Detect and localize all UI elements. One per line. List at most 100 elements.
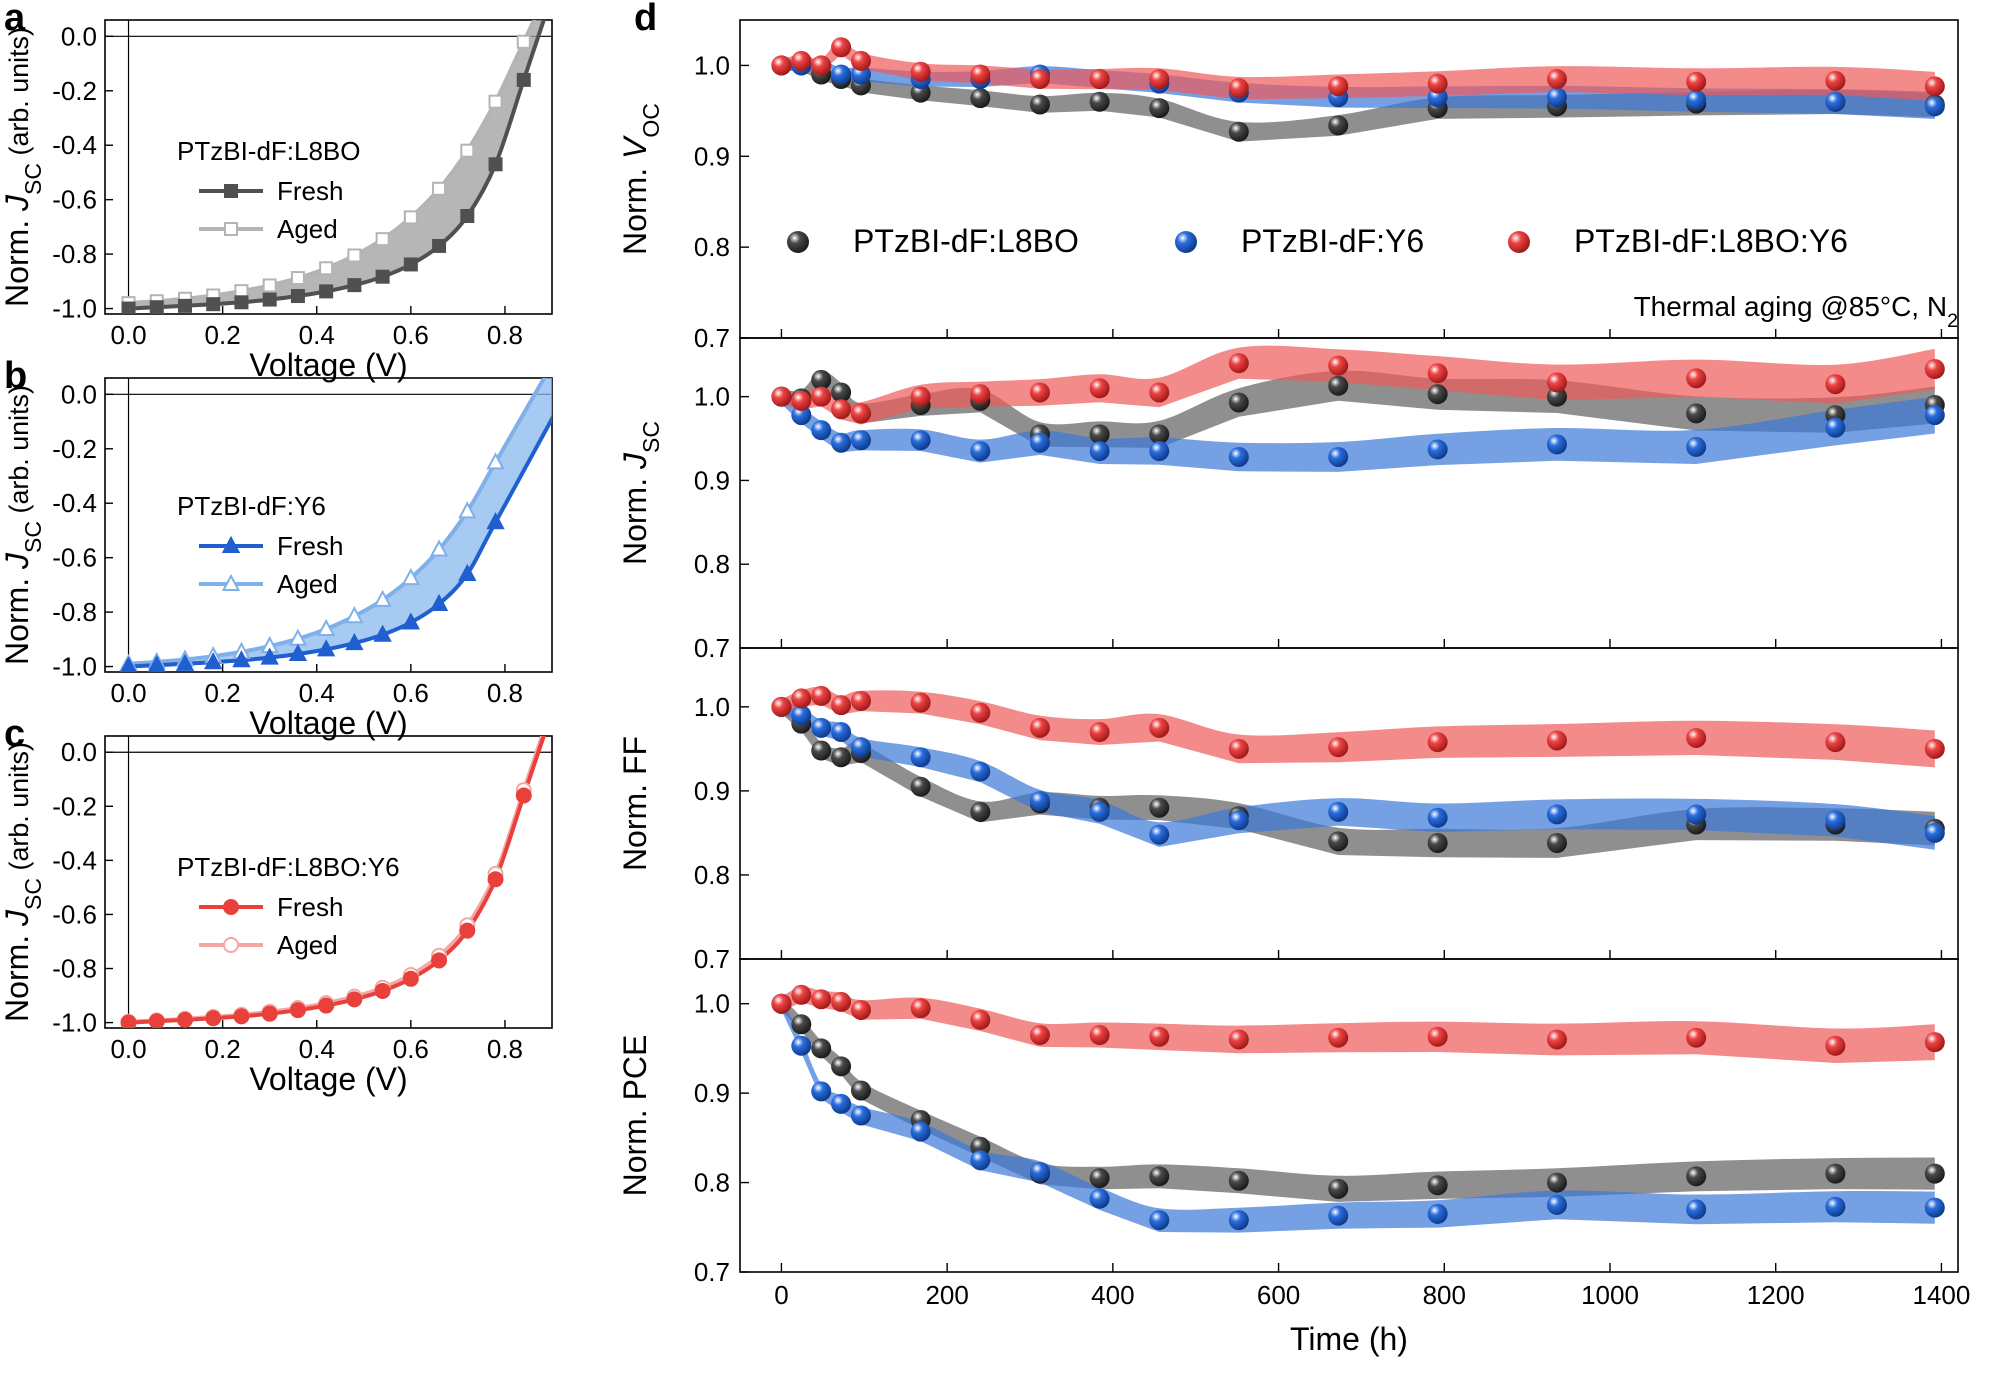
y-tick-label: 0.8: [694, 232, 730, 262]
data-point-2: [1546, 730, 1567, 751]
fresh-point: [262, 292, 277, 307]
data-point-2: [1686, 71, 1707, 92]
data-point-1: [831, 1093, 852, 1114]
data-point-2: [1546, 69, 1567, 90]
data-point-1: [1228, 810, 1249, 831]
y-tick-label: -0.8: [52, 954, 97, 984]
panel-letter: a: [4, 0, 26, 39]
y-tick-label: 0.7: [694, 1257, 730, 1287]
x-tick-label: 0.8: [487, 320, 523, 350]
x-tick-label: 0.2: [205, 1034, 241, 1064]
data-point-0: [1228, 121, 1249, 142]
data-point-2: [1149, 382, 1170, 403]
data-point-2: [811, 55, 832, 76]
aged-point: [345, 606, 364, 624]
fresh-point: [345, 633, 364, 651]
data-point-1: [1149, 441, 1170, 462]
y-tick-label: -1.0: [52, 652, 97, 682]
x-tick-label: 0.8: [487, 678, 523, 708]
data-point-0: [1328, 115, 1349, 136]
y-tick-label: -0.2: [52, 791, 97, 821]
plot-area: [121, 20, 546, 314]
data-point-1: [970, 1150, 991, 1171]
data-point-1: [1825, 91, 1846, 112]
data-point-0: [1328, 375, 1349, 396]
legend-label: PTzBI-dF:L8BO:Y6: [1574, 223, 1848, 259]
data-point-1: [1089, 801, 1110, 822]
data-point-0: [1228, 1170, 1249, 1191]
data-point-1: [1825, 417, 1846, 438]
aged-point: [458, 501, 477, 519]
data-point-1: [970, 441, 991, 462]
data-point-2: [1328, 1027, 1349, 1048]
fresh-point: [148, 1013, 165, 1028]
fresh-point: [232, 650, 251, 668]
legend-marker: [787, 231, 809, 253]
data-point-2: [1427, 1026, 1448, 1047]
data-point-2: [850, 403, 871, 424]
data-point-2: [831, 695, 852, 716]
data-point-2: [910, 998, 931, 1019]
data-point-0: [1427, 833, 1448, 854]
legend-label: Fresh: [277, 531, 343, 561]
data-point-0: [1546, 833, 1567, 854]
data-point-0: [811, 740, 832, 761]
data-point-2: [1029, 717, 1050, 738]
data-point-2: [1228, 353, 1249, 374]
data-point-2: [1686, 727, 1707, 748]
data-point-2: [1825, 374, 1846, 395]
data-point-2: [811, 989, 832, 1010]
y-tick-label: 0.7: [694, 944, 730, 974]
data-point-1: [811, 420, 832, 441]
aged-point: [375, 232, 390, 247]
iv-chart-a: 0.0 0.2 0.4 0.6 0.8 0.0 -0.2 -0.4 -0.6 -0.8 -1.0 PT…: [0, 0, 553, 383]
data-point-1: [1029, 790, 1050, 811]
y-tick-label: 0.0: [61, 21, 97, 51]
data-point-0: [831, 747, 852, 768]
y-axis-title-italic: J: [0, 909, 35, 927]
data-point-2: [1825, 732, 1846, 753]
fresh-point: [176, 1011, 193, 1028]
iv-panels: 0.0 0.2 0.4 0.6 0.8 0.0 -0.2 -0.4 -0.6 -0.8 -1.0 PT…: [0, 0, 553, 1097]
aged-point: [401, 567, 421, 586]
legend-label: Aged: [277, 930, 338, 960]
data-point-2: [1228, 78, 1249, 99]
x-tick-label: 1200: [1747, 1280, 1805, 1310]
data-point-2: [1328, 355, 1349, 376]
x-tick-label: 200: [925, 1280, 968, 1310]
data-point-2: [791, 984, 812, 1005]
data-point-1: [791, 705, 812, 726]
data-point-0: [1149, 797, 1170, 818]
y-tick-label: 0.0: [61, 737, 97, 767]
x-tick-label: 0.0: [110, 1034, 146, 1064]
aged-point: [488, 94, 503, 109]
data-point-1: [970, 761, 991, 782]
y-tick-label: 1.0: [694, 989, 730, 1019]
y-tick-label: -0.4: [52, 488, 97, 518]
data-point-1: [1825, 810, 1846, 831]
fresh-point: [515, 787, 532, 804]
y-axis-title: Norm. JSC (arb. units): [0, 742, 46, 1022]
legend-marker: [221, 535, 241, 553]
legend-label: Fresh: [277, 176, 343, 206]
fresh-point: [403, 257, 418, 272]
y-axis-title-italic: J: [0, 552, 35, 570]
data-point-2: [1089, 69, 1110, 90]
data-point-1: [1924, 405, 1945, 426]
y-axis-title: Norm. PCE: [617, 1035, 653, 1197]
y-axis-title-sub: SC: [20, 521, 46, 553]
panel-letter: c: [4, 713, 25, 755]
plot-area: [120, 736, 546, 1028]
y-tick-label: 0.7: [694, 633, 730, 663]
y-tick-label: 0.8: [694, 1168, 730, 1198]
y-tick-label: -0.2: [52, 76, 97, 106]
data-point-2: [831, 37, 852, 58]
aging-subplot-1: 0.7 0.8 0.9 1.0 Norm. JSC: [617, 337, 1959, 663]
y-tick-label: -0.2: [52, 434, 97, 464]
x-tick-label: 0.4: [299, 320, 335, 350]
y-axis-title: Norm. VOC: [617, 103, 664, 255]
data-point-0: [1427, 1175, 1448, 1196]
data-point-0: [1546, 1172, 1567, 1193]
data-point-1: [1089, 441, 1110, 462]
